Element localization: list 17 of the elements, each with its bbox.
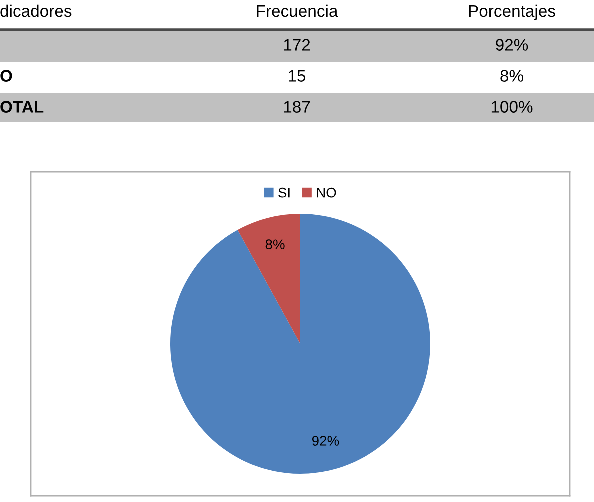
text: 187	[284, 101, 310, 113]
category-label: Porcentajes	[469, 4, 556, 20]
pie-slice	[170, 214, 430, 474]
text: 15	[289, 70, 306, 82]
text: 100%	[492, 101, 533, 113]
category-label: Frecuencia	[257, 4, 338, 18]
category-label: dicadores	[0, 4, 72, 18]
text: 92%	[496, 39, 528, 51]
data-label: 92%	[312, 436, 340, 446]
category-label: O	[0, 70, 12, 82]
legend-label: SI	[278, 188, 290, 198]
pie-slice	[238, 214, 300, 344]
text: 172	[284, 39, 310, 51]
category-label: OTAL	[0, 101, 44, 113]
legend-label: NO	[317, 188, 336, 198]
data-label: 8%	[266, 240, 285, 250]
text: 8%	[500, 70, 524, 82]
